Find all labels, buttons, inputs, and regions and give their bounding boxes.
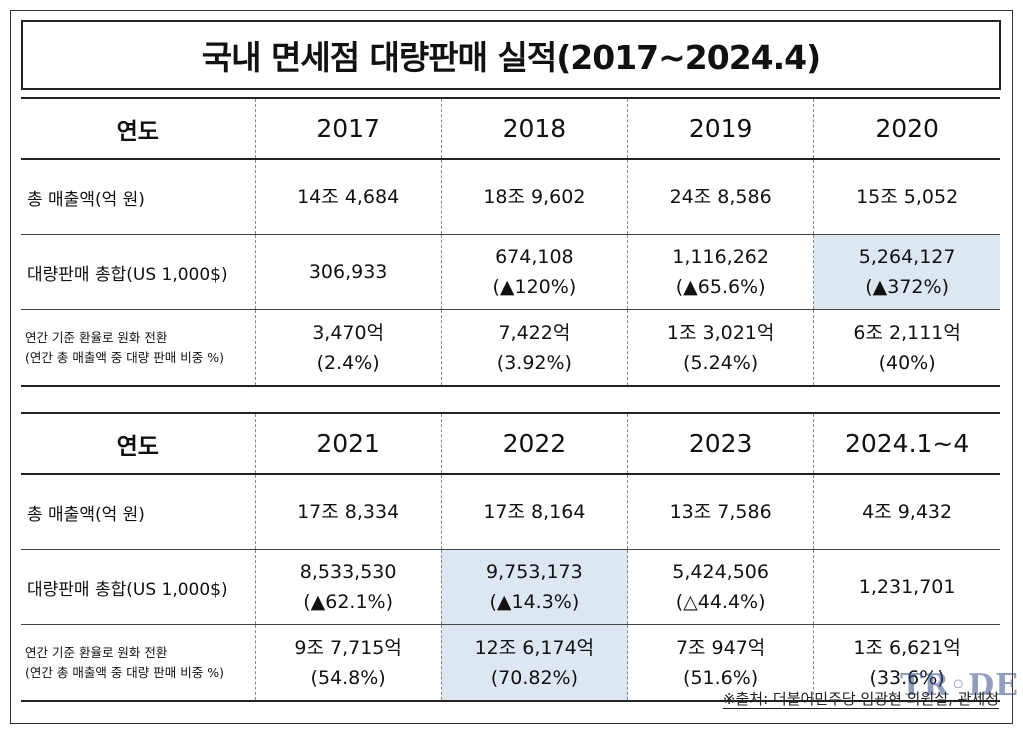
krw-conversion-label-line2: (연간 총 매출액 중 대량 판매 비중 %) bbox=[25, 664, 224, 680]
performance-table-2017-2020: 연도 2017 2018 2019 2020 총 매출액(억 원) 14조 4,… bbox=[21, 97, 1000, 387]
total-sales-cell: 15조 5,052 bbox=[813, 159, 1000, 235]
total-sales-cell: 17조 8,334 bbox=[254, 474, 442, 550]
krw-value: 1조 3,021억 bbox=[666, 321, 775, 344]
bulk-sales-change: (▲372%) bbox=[865, 276, 949, 298]
krw-share: (54.8%) bbox=[310, 666, 386, 689]
total-sales-row: 총 매출액(억 원) 17조 8,334 17조 8,164 13조 7,586… bbox=[21, 474, 1000, 550]
krw-conversion-label: 연간 기준 환율로 원화 전환 (연간 총 매출액 중 대량 판매 비중 %) bbox=[21, 309, 255, 387]
krw-conversion-cell: 6조 2,111억 (40%) bbox=[813, 309, 1000, 387]
year-header-cell: 2018 bbox=[440, 97, 628, 160]
krw-conversion-cell: 3,470억 (2.4%) bbox=[254, 309, 442, 387]
source-note: ※출처: 더불어민주당 임광현 의원실, 관세청 bbox=[722, 688, 999, 709]
bulk-sales-cell: 8,533,530 (▲62.1%) bbox=[254, 549, 442, 625]
total-sales-cell: 18조 9,602 bbox=[440, 159, 628, 235]
krw-conversion-label: 연간 기준 환율로 원화 전환 (연간 총 매출액 중 대량 판매 비중 %) bbox=[21, 624, 255, 702]
krw-conversion-label-line1: 연간 기준 환율로 원화 전환 bbox=[25, 644, 168, 660]
page-title: 국내 면세점 대량판매 실적(2017~2024.4) bbox=[21, 20, 1001, 90]
krw-value: 1조 6,621억 bbox=[853, 636, 961, 659]
year-header-label: 연도 bbox=[21, 97, 255, 160]
total-sales-label: 총 매출액(억 원) bbox=[21, 474, 255, 550]
total-sales-cell: 4조 9,432 bbox=[813, 474, 1000, 550]
krw-conversion-label-line1: 연간 기준 환율로 원화 전환 bbox=[25, 329, 168, 345]
year-header-cell: 2022 bbox=[440, 412, 628, 475]
year-header-cell: 2020 bbox=[813, 97, 1000, 160]
bulk-sales-cell: 674,108 (▲120%) bbox=[440, 234, 628, 310]
bulk-sales-change: (▲120%) bbox=[492, 276, 577, 298]
year-header-cell: 2017 bbox=[254, 97, 442, 160]
krw-value: 7조 947억 bbox=[675, 636, 766, 659]
krw-conversion-cell: 1조 3,021억 (5.24%) bbox=[626, 309, 814, 387]
krw-share: (70.82%) bbox=[490, 666, 579, 689]
krw-conversion-cell: 7,422억 (3.92%) bbox=[440, 309, 628, 387]
krw-conversion-cell: 1조 6,621억 (33.6%) bbox=[813, 624, 1000, 702]
bulk-sales-cell: 1,231,701 bbox=[813, 549, 1000, 625]
year-header-row: 연도 2021 2022 2023 2024.1~4 bbox=[21, 412, 1000, 475]
bulk-sales-cell-highlighted: 9,753,173 (▲14.3%) bbox=[440, 549, 628, 625]
total-sales-row: 총 매출액(억 원) 14조 4,684 18조 9,602 24조 8,586… bbox=[21, 159, 1000, 235]
bulk-sales-change: (△44.4%) bbox=[675, 591, 766, 613]
bulk-sales-value: 674,108 bbox=[495, 246, 574, 268]
krw-share: (51.6%) bbox=[683, 666, 759, 689]
krw-conversion-row: 연간 기준 환율로 원화 전환 (연간 총 매출액 중 대량 판매 비중 %) … bbox=[21, 309, 1000, 387]
total-sales-cell: 14조 4,684 bbox=[254, 159, 442, 235]
krw-conversion-label-line2: (연간 총 매출액 중 대량 판매 비중 %) bbox=[25, 349, 224, 365]
year-header-cell: 2023 bbox=[626, 412, 814, 475]
bulk-sales-value: 5,264,127 bbox=[858, 246, 956, 268]
bulk-sales-value: 1,116,262 bbox=[672, 246, 769, 268]
bulk-sales-value: 8,533,530 bbox=[299, 561, 397, 583]
krw-value: 9조 7,715억 bbox=[294, 636, 402, 659]
bulk-sales-cell: 306,933 bbox=[254, 234, 442, 310]
total-sales-cell: 17조 8,164 bbox=[440, 474, 628, 550]
krw-share: (40%) bbox=[878, 351, 936, 374]
krw-conversion-row: 연간 기준 환율로 원화 전환 (연간 총 매출액 중 대량 판매 비중 %) … bbox=[21, 624, 1000, 702]
krw-value: 6조 2,111억 bbox=[853, 321, 961, 344]
year-header-cell: 2019 bbox=[626, 97, 814, 160]
bulk-sales-label: 대량판매 총합(US 1,000$) bbox=[21, 234, 255, 310]
bulk-sales-change: (▲14.3%) bbox=[489, 591, 580, 613]
year-header-cell: 2021 bbox=[254, 412, 442, 475]
krw-share: (5.24%) bbox=[683, 351, 759, 374]
bulk-sales-value: 9,753,173 bbox=[486, 561, 583, 583]
total-sales-label: 총 매출액(억 원) bbox=[21, 159, 255, 235]
bulk-sales-value: 1,231,701 bbox=[858, 576, 956, 598]
krw-value: 7,422억 bbox=[498, 321, 571, 344]
source-text: ※출처: 더불어민주당 임광현 의원실, 관세청 bbox=[722, 690, 999, 709]
bulk-sales-change: (▲65.6%) bbox=[675, 276, 766, 298]
bulk-sales-value: 5,424,506 bbox=[672, 561, 769, 583]
krw-conversion-cell-highlighted: 12조 6,174억 (70.82%) bbox=[440, 624, 628, 702]
bulk-sales-row: 대량판매 총합(US 1,000$) 306,933 674,108 (▲120… bbox=[21, 234, 1000, 310]
krw-value: 3,470억 bbox=[312, 321, 385, 344]
krw-conversion-cell: 9조 7,715억 (54.8%) bbox=[254, 624, 442, 702]
bulk-sales-cell-highlighted: 5,264,127 (▲372%) bbox=[813, 234, 1000, 310]
krw-share: (3.92%) bbox=[496, 351, 572, 374]
bulk-sales-change: (▲62.1%) bbox=[303, 591, 394, 613]
bulk-sales-cell: 5,424,506 (△44.4%) bbox=[626, 549, 814, 625]
bulk-sales-label: 대량판매 총합(US 1,000$) bbox=[21, 549, 255, 625]
krw-share: (33.6%) bbox=[869, 666, 945, 689]
total-sales-cell: 24조 8,586 bbox=[626, 159, 814, 235]
performance-table-2021-2024: 연도 2021 2022 2023 2024.1~4 총 매출액(억 원) 17… bbox=[21, 412, 1000, 702]
krw-conversion-cell: 7조 947억 (51.6%) bbox=[626, 624, 814, 702]
year-header-label: 연도 bbox=[21, 412, 255, 475]
page-frame bbox=[10, 10, 1013, 724]
year-header-row: 연도 2017 2018 2019 2020 bbox=[21, 97, 1000, 160]
total-sales-cell: 13조 7,586 bbox=[626, 474, 814, 550]
watermark-logo: TR◦DE bbox=[900, 668, 1019, 703]
bulk-sales-row: 대량판매 총합(US 1,000$) 8,533,530 (▲62.1%) 9,… bbox=[21, 549, 1000, 625]
krw-share: (2.4%) bbox=[316, 351, 380, 374]
bulk-sales-value: 306,933 bbox=[308, 261, 388, 283]
year-header-cell: 2024.1~4 bbox=[813, 412, 1000, 475]
bulk-sales-cell: 1,116,262 (▲65.6%) bbox=[626, 234, 814, 310]
krw-value: 12조 6,174억 bbox=[474, 636, 595, 659]
